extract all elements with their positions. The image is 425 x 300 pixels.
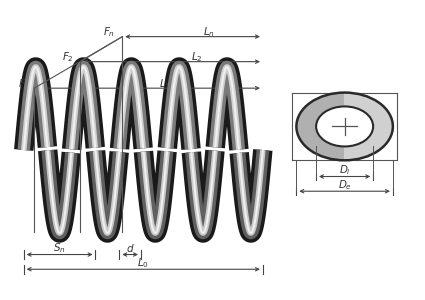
Text: $L_0$: $L_0$ xyxy=(137,256,149,270)
Text: $D_e$: $D_e$ xyxy=(337,178,352,192)
Wedge shape xyxy=(345,93,393,160)
Text: $L_n$: $L_n$ xyxy=(204,25,215,38)
Text: $S_n$: $S_n$ xyxy=(53,241,66,255)
Circle shape xyxy=(316,106,373,146)
Text: $F_1$: $F_1$ xyxy=(18,77,30,91)
Text: $F_n$: $F_n$ xyxy=(103,25,115,38)
Text: $D_i$: $D_i$ xyxy=(339,163,351,177)
Circle shape xyxy=(296,93,393,160)
Text: $d$: $d$ xyxy=(126,242,134,254)
Text: $F_2$: $F_2$ xyxy=(62,50,74,64)
Text: $L_1$: $L_1$ xyxy=(159,77,171,91)
Text: $L_2$: $L_2$ xyxy=(191,50,203,64)
